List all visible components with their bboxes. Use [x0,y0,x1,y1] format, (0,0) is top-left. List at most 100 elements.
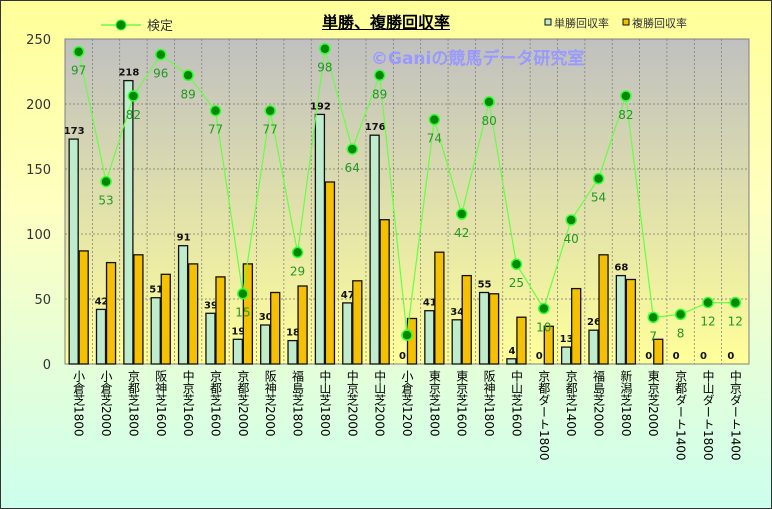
kentei-marker [237,287,249,300]
x-tick-label: 新潟芝1800 [619,369,633,437]
fukusho-bar [352,280,363,365]
y-tick-label: 50 [34,293,51,308]
fukusho-bar [516,316,527,365]
tansho-bar [95,308,107,365]
kentei-data-label: 12 [728,315,743,329]
tansho-bar [232,338,243,365]
kentei-data-label: 53 [98,194,113,208]
tansho-data-label: 0 [399,351,406,362]
fukusho-bar [324,181,336,365]
tansho-bar [369,134,380,365]
tansho-bar [123,79,134,365]
tansho-data-label: 18 [286,328,300,339]
x-tick-label: 中京ダート1400 [728,369,742,461]
kentei-marker [72,45,85,58]
tansho-data-label: 173 [64,126,85,137]
kentei-marker [565,214,577,226]
tansho-data-label: 176 [365,122,386,133]
tansho-bar [314,113,326,365]
fukusho-bar [78,250,89,365]
tansho-bar [287,339,298,365]
x-tick-label: 中京芝1600 [181,369,195,437]
kentei-marker [319,42,331,55]
kentei-data-label: 82 [126,108,141,122]
kentei-data-label: 8 [677,326,685,340]
x-tick-label: 小倉芝2000 [99,370,113,437]
tansho-data-label: 0 [536,351,543,362]
y-tick-label: 100 [26,228,51,243]
fukusho-bar [434,251,445,365]
kentei-data-label: 80 [481,114,496,128]
kentei-marker [209,104,222,117]
tansho-data-label: 13 [560,334,574,345]
tansho-data-label: 41 [423,298,437,309]
kentei-marker [291,246,304,259]
tansho-bar [560,346,572,365]
x-tick-label: 阪神芝2000 [263,370,277,437]
legend-kentei-marker [115,19,127,31]
kentei-marker [428,113,441,126]
kentei-marker [346,143,359,155]
tansho-bar [177,245,189,365]
tansho-data-label: 91 [177,233,191,244]
kentei-data-label: 89 [180,87,195,101]
kentei-data-label: 12 [700,315,715,329]
kentei-data-label: 25 [509,276,524,290]
tansho-bar [205,312,216,365]
x-tick-label: 阪神芝1600 [154,370,168,437]
kentei-marker [100,175,112,188]
fukusho-bar [653,338,664,365]
kentei-data-label: 15 [235,306,250,320]
x-tick-label: 中山芝2000 [373,369,387,437]
x-tick-label: 京都芝1600 [208,370,222,437]
kentei-data-label: 77 [208,123,223,137]
kentei-marker [510,258,523,270]
x-tick-label: 東京芝1800 [427,370,441,437]
fukusho-bar [625,278,637,365]
y-tick-label: 150 [26,163,51,178]
tansho-data-label: 39 [204,300,218,311]
legend-fukusho-label: 複勝回収率 [632,16,687,30]
fukusho-bar [160,273,171,365]
x-tick-label: 中山芝1600 [509,369,523,437]
tansho-bar [506,358,517,365]
legend-kentei-label: 検定 [147,19,173,34]
x-tick-label: 京都芝2000 [236,370,250,437]
x-tick-label: 福島芝2000 [592,369,606,437]
kentei-data-label: 42 [454,226,469,240]
kentei-data-label: 77 [263,123,278,137]
x-tick-label: 京都ダート1400 [674,370,688,461]
kentei-data-label: 64 [345,161,360,175]
fukusho-bar [105,261,117,365]
tansho-data-label: 68 [614,263,628,274]
kentei-data-label: 89 [372,87,387,101]
fukusho-bar [488,293,500,365]
tansho-data-label: 4 [508,346,515,357]
legend-tansho-swatch [544,18,552,26]
y-tick-label: 250 [26,33,51,48]
kentei-marker [620,90,632,102]
x-tick-label: 京都芝1400 [564,370,578,437]
fukusho-bar [379,219,390,365]
x-tick-label: 小倉芝1200 [400,370,414,437]
kentei-data-label: 96 [153,67,168,81]
fukusho-bar [571,287,582,365]
fukusho-bar [187,263,199,365]
kentei-marker [264,104,276,117]
kentei-marker [401,329,413,341]
kentei-marker [483,96,495,108]
tansho-data-label: 34 [450,307,464,318]
kentei-data-label: 29 [290,264,305,278]
chart-title: 単勝、複勝回収率 [321,13,450,32]
tansho-bar [150,297,161,365]
kentei-marker [182,69,194,82]
y-tick-label: 200 [26,98,51,113]
kentei-marker [674,308,687,321]
x-tick-label: 東京芝2000 [646,370,660,437]
tansho-data-label: 218 [118,68,139,79]
kentei-data-label: 82 [618,108,633,122]
kentei-data-label: 74 [427,132,442,146]
x-tick-label: 小倉芝1800 [72,370,86,437]
